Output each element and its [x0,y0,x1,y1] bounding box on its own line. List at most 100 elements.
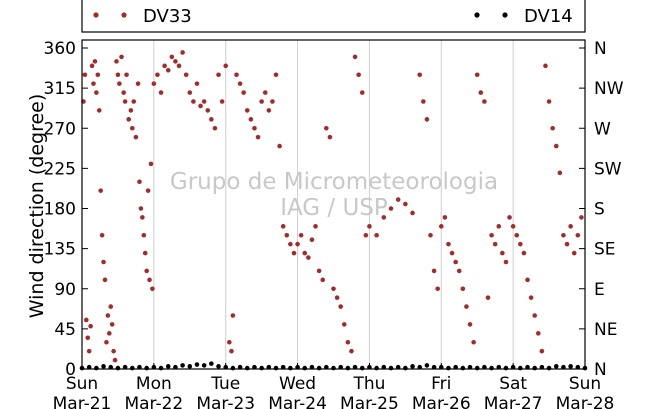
point-dv14-66 [553,364,559,369]
y-tick-label-4: 180 [44,200,76,220]
legend-marker-dv14-b [502,12,508,18]
point-dv33-159 [579,215,584,220]
point-dv33-80 [270,99,275,104]
point-dv33-79 [266,108,272,113]
point-dv33-41 [144,268,149,274]
point-dv14-34 [324,364,329,370]
point-dv33-66 [223,63,229,69]
x-tick-date-4: Mar-25 [340,394,399,409]
legend-marker-dv33-a [93,12,99,18]
point-dv33-150 [546,99,552,104]
point-dv33-1 [82,72,88,78]
point-dv33-25 [117,81,122,86]
point-dv33-12 [98,188,103,193]
point-dv33-58 [194,81,200,86]
point-dv33-5 [88,323,93,329]
point-dv14-65 [546,365,552,371]
point-dv33-57 [191,99,196,104]
x-tick-weekday-7: Sun [569,374,601,394]
point-dv33-104 [356,72,361,78]
point-dv33-76 [255,134,261,140]
point-dv14-31 [302,365,308,371]
point-dv33-26 [119,54,124,60]
y-axis-right: N NE E SE S SW W NW N [579,39,624,380]
point-dv33-75 [252,125,257,131]
point-dv33-87 [295,241,300,247]
point-dv14-1 [86,364,92,370]
point-dv33-113 [410,210,415,216]
x-tick-date-3: Mar-24 [268,394,327,409]
point-dv33-117 [428,232,433,238]
point-dv14-54 [467,364,473,370]
point-dv14-33 [316,365,322,371]
point-dv33-31 [128,108,134,113]
point-dv33-145 [528,295,534,300]
point-dv33-153 [557,170,563,176]
x-tick-date-5: Mar-26 [412,394,471,409]
point-dv14-43 [388,365,394,371]
x-tick-date-7: Mar-28 [556,394,615,409]
point-dv33-83 [280,224,286,229]
point-dv33-94 [320,277,326,283]
point-dv14-68 [568,364,573,369]
point-dv33-3 [85,335,91,341]
point-dv33-51 [169,54,175,60]
point-dv33-49 [162,63,167,69]
point-dv33-141 [514,232,520,238]
point-dv33-127 [464,304,469,309]
point-dv33-11 [96,108,102,113]
point-dv33-114 [417,72,423,78]
y-tick-label-8: 360 [44,39,76,59]
point-dv33-110 [388,206,394,211]
y-tick-label-5: 225 [44,159,76,179]
point-dv33-140 [510,224,516,229]
point-dv33-101 [345,339,351,345]
point-dv33-54 [180,50,185,55]
y-axis-title: Wind direction (degree) [26,94,48,319]
point-dv33-30 [126,117,132,122]
point-dv33-118 [431,268,437,274]
point-dv14-52 [453,364,458,370]
point-dv14-22 [237,364,243,370]
point-dv33-108 [374,232,379,238]
point-dv33-21 [111,348,116,354]
point-dv33-134 [489,232,494,238]
point-dv14-11 [158,365,164,371]
point-dv33-63 [212,125,218,131]
point-dv33-10 [95,72,101,78]
point-dv14-56 [482,364,487,370]
point-dv33-43 [147,277,152,283]
point-dv14-61 [518,365,523,371]
point-dv33-158 [575,232,581,238]
point-dv33-36 [137,179,142,185]
point-dv33-67 [227,339,232,345]
y-tick-label-2: 90 [54,280,76,300]
point-dv33-131 [478,90,484,95]
point-dv14-24 [252,364,257,370]
point-dv33-8 [92,59,98,64]
point-dv33-157 [571,250,577,256]
point-dv33-77 [259,99,264,104]
point-dv33-70 [234,72,239,78]
point-dv33-138 [503,259,509,265]
legend-box [81,0,586,33]
point-dv14-36 [338,364,343,370]
y-tick-label-3: 135 [44,240,76,260]
legend-label-dv33: DV33 [143,6,192,27]
y2-tick-label-4: S [594,200,605,220]
point-dv33-14 [101,259,106,265]
point-dv14-16 [194,362,200,367]
point-dv33-126 [460,286,466,292]
point-dv14-62 [525,364,530,370]
point-dv14-49 [431,364,437,370]
point-dv33-28 [122,99,128,104]
point-dv33-144 [525,277,530,283]
point-dv33-89 [302,250,308,256]
point-dv14-37 [345,365,351,371]
point-dv14-18 [209,361,214,366]
point-dv33-64 [216,72,221,78]
point-dv14-19 [216,364,221,369]
point-dv14-8 [137,364,142,370]
